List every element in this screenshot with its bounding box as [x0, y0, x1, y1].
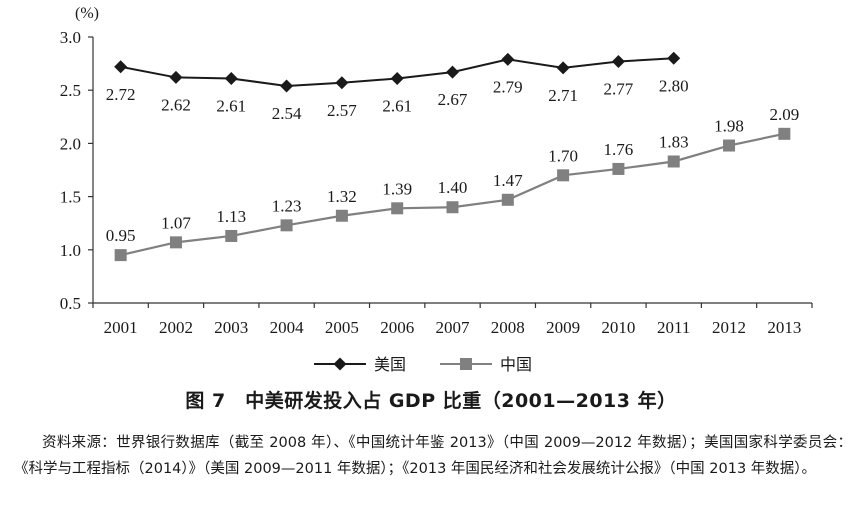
- chart-legend: 美国 中国: [314, 355, 532, 374]
- data-label: 2.61: [216, 96, 246, 115]
- data-point: [391, 202, 404, 215]
- chart-data-labels: 2.72 2.62 2.61 2.54 2.57 2.61 2.67 2.79 2.71 2.77…: [106, 76, 799, 245]
- data-label: 2.80: [659, 76, 689, 95]
- data-point: [169, 236, 182, 249]
- data-point: [611, 54, 625, 68]
- x-tick-label: 2010: [601, 318, 635, 337]
- data-label: 1.98: [714, 117, 744, 136]
- data-point: [667, 51, 681, 65]
- y-tick-label: 1.0: [60, 241, 81, 260]
- data-point: [612, 162, 625, 175]
- legend-marker: [333, 357, 347, 371]
- x-tick-label: 2004: [270, 318, 305, 337]
- figure-title: 图 7 中美研发投入占 GDP 比重（2001—2013 年）: [185, 390, 677, 412]
- data-point: [280, 219, 293, 232]
- data-label: 1.47: [493, 171, 523, 190]
- data-label: 2.61: [382, 96, 412, 115]
- data-label: 1.40: [438, 178, 468, 197]
- data-point: [557, 169, 570, 182]
- data-label: 1.13: [216, 207, 246, 226]
- data-label: 1.39: [382, 179, 412, 198]
- data-point: [556, 61, 570, 75]
- data-point: [114, 60, 128, 74]
- data-label: 1.76: [604, 140, 634, 159]
- data-point: [280, 79, 294, 93]
- data-label: 2.62: [161, 95, 191, 114]
- data-point: [501, 52, 515, 66]
- legend-label: 中国: [500, 355, 532, 374]
- data-label: 0.95: [106, 226, 136, 245]
- data-label: 1.23: [272, 196, 302, 215]
- data-point: [114, 249, 127, 262]
- data-point: [169, 70, 183, 84]
- x-tick-label: 2001: [104, 318, 138, 337]
- data-point: [446, 65, 459, 79]
- x-tick-label: 2003: [214, 318, 248, 337]
- legend-marker: [460, 358, 472, 370]
- x-tick-label: 2007: [436, 318, 471, 337]
- data-point: [667, 155, 680, 168]
- data-label: 2.71: [548, 86, 578, 105]
- data-point: [390, 71, 404, 85]
- data-point: [501, 193, 514, 206]
- data-label: 2.79: [493, 77, 523, 96]
- data-label: 2.67: [438, 90, 468, 109]
- x-tick-label: 2009: [546, 318, 580, 337]
- x-tick-label: 2011: [657, 318, 690, 337]
- y-tick-label: 3.0: [60, 28, 81, 47]
- data-label: 1.83: [659, 132, 689, 151]
- data-point: [446, 201, 459, 214]
- chart-series: [114, 51, 791, 262]
- data-point: [225, 229, 238, 242]
- x-tick-label: 2006: [380, 318, 414, 337]
- data-label: 2.57: [327, 101, 357, 120]
- chart-axes: 0.5 1.0 1.5 2.0 2.5 3.0 (%) 2001 2002 2003 2004 200…: [60, 5, 813, 337]
- x-tick-label: 2012: [712, 318, 746, 337]
- data-point: [335, 209, 348, 222]
- y-tick-label: 0.5: [60, 294, 81, 313]
- data-point: [335, 76, 349, 90]
- data-point: [224, 71, 238, 85]
- data-point: [723, 139, 736, 152]
- data-label: 2.09: [769, 105, 799, 124]
- line-chart: 0.5 1.0 1.5 2.0 2.5 3.0 (%) 2001 2002 2003 2004 200…: [60, 5, 813, 374]
- x-tick-label: 2005: [325, 318, 359, 337]
- x-tick-label: 2008: [491, 318, 525, 337]
- y-unit-label: (%): [75, 5, 99, 22]
- legend-label: 美国: [374, 355, 406, 374]
- y-tick-label: 1.5: [60, 188, 81, 207]
- data-label: 2.54: [272, 104, 302, 123]
- data-label: 1.70: [548, 146, 578, 165]
- y-tick-label: 2.0: [60, 134, 81, 153]
- data-point: [778, 127, 791, 140]
- data-label: 1.07: [161, 213, 191, 232]
- data-label: 1.32: [327, 187, 357, 206]
- source-note: 资料来源：世界银行数据库（截至 2008 年）、《中国统计年鉴 2013》（中国…: [14, 435, 852, 477]
- data-label: 2.77: [604, 79, 634, 98]
- x-tick-label: 2002: [159, 318, 193, 337]
- y-tick-label: 2.5: [60, 81, 81, 100]
- data-label: 2.72: [106, 85, 136, 104]
- x-tick-label: 2013: [767, 318, 801, 337]
